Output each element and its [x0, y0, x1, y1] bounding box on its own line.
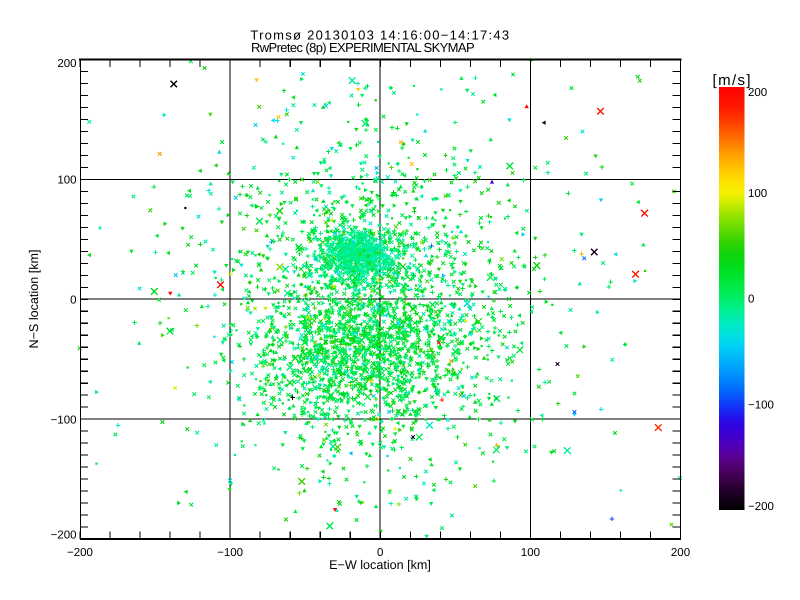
- svg-text:100: 100: [748, 188, 767, 200]
- svg-text:Tromsø 20130103 14:16:00−14:17: Tromsø 20130103 14:16:00−14:17:43: [250, 27, 510, 42]
- svg-text:N−S location [km]: N−S location [km]: [27, 249, 41, 348]
- svg-text:−100: −100: [748, 399, 774, 411]
- svg-text:200: 200: [57, 58, 76, 70]
- svg-text:−200: −200: [51, 530, 77, 542]
- svg-text:200: 200: [748, 87, 767, 99]
- svg-text:RwPretec (8p) EXPERIMENTAL SKY: RwPretec (8p) EXPERIMENTAL SKYMAP: [251, 40, 474, 55]
- svg-text:−200: −200: [748, 501, 774, 513]
- svg-text:−200: −200: [67, 547, 93, 559]
- svg-text:0: 0: [70, 294, 76, 306]
- svg-text:−100: −100: [51, 414, 77, 426]
- svg-text:200: 200: [671, 547, 690, 559]
- svg-text:100: 100: [57, 175, 76, 187]
- svg-text:100: 100: [521, 547, 540, 559]
- svg-text:0: 0: [377, 547, 383, 559]
- svg-text:E−W location [km]: E−W location [km]: [329, 558, 431, 572]
- svg-text:−100: −100: [217, 547, 243, 559]
- svg-text:0: 0: [748, 294, 754, 306]
- svg-text:[m/s]: [m/s]: [713, 72, 753, 89]
